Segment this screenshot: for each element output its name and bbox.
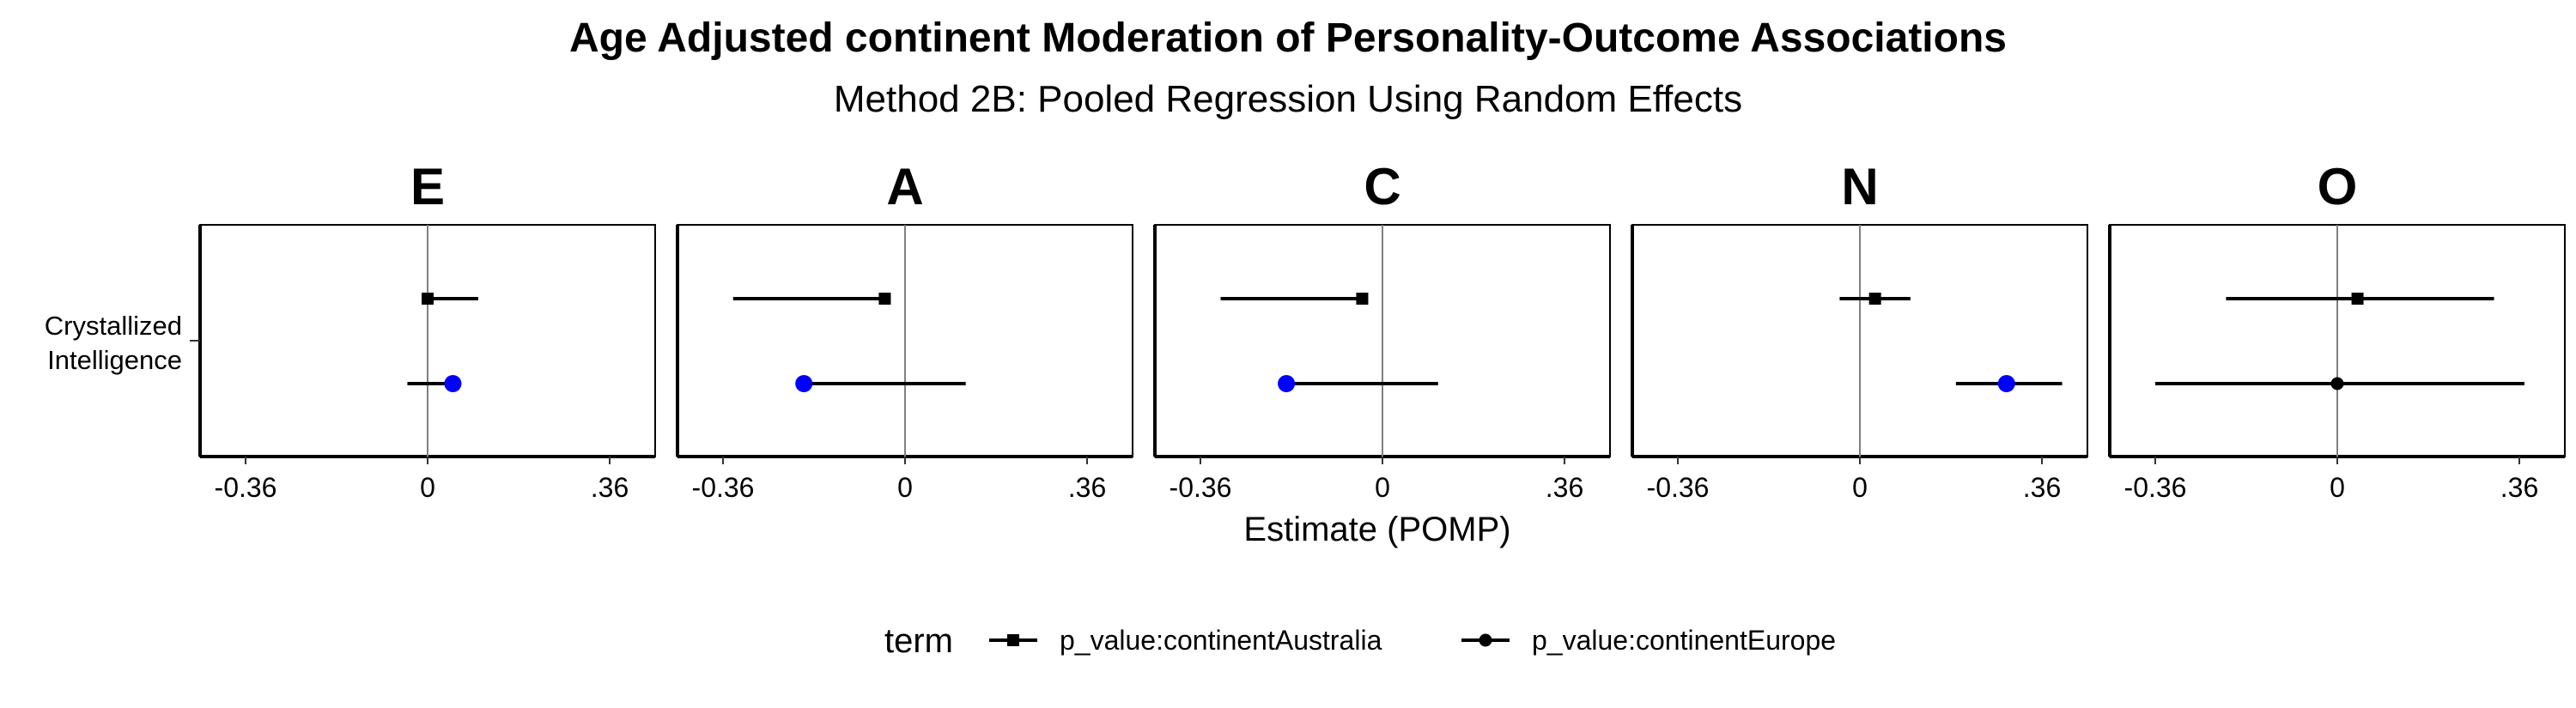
facet-panel-E: E -0.36 0 .36 bbox=[198, 158, 656, 503]
facet-panel-A: A -0.36 0 .36 bbox=[676, 158, 1133, 503]
legend-entry: p_value:continentAustralia bbox=[989, 625, 1382, 656]
facet-panel-O: O -0.36 0 .36 bbox=[2108, 158, 2566, 503]
facet-label-O: O bbox=[2318, 158, 2358, 215]
x-tick-label: 0 bbox=[1852, 472, 1868, 503]
x-tick-label: -0.36 bbox=[692, 472, 755, 503]
facet-label-E: E bbox=[410, 158, 445, 215]
legend-circle-marker bbox=[1479, 633, 1492, 647]
y-axis-labels: Crystallized Intelligence bbox=[45, 311, 200, 375]
x-axis-title: Estimate (POMP) bbox=[1243, 511, 1510, 548]
chart-title: Age Adjusted continent Moderation of Per… bbox=[569, 15, 2007, 61]
facet-panel-N: N -0.36 0 .36 bbox=[1631, 158, 2088, 503]
facet-label-N: N bbox=[1841, 158, 1878, 215]
x-tick-label: 0 bbox=[420, 472, 435, 503]
legend-label: p_value:continentEurope bbox=[1532, 625, 1836, 656]
x-tick-label: .36 bbox=[1546, 472, 1583, 503]
point-C-europe bbox=[1278, 375, 1296, 392]
legend-label: p_value:continentAustralia bbox=[1060, 625, 1382, 656]
facet-panels: E -0.36 0 .36 A -0.36 0 .36 C -0.36 0 .36 N -0.36 0 .36… bbox=[198, 158, 2566, 503]
point-O-europe bbox=[2330, 377, 2344, 390]
legend-square-marker bbox=[1007, 634, 1019, 646]
point-N-europe bbox=[1997, 375, 2015, 392]
x-tick-label: 0 bbox=[2330, 472, 2345, 503]
facet-label-C: C bbox=[1364, 158, 1400, 215]
x-tick-label: -0.36 bbox=[1170, 472, 1232, 503]
x-tick-label: .36 bbox=[2023, 472, 2061, 503]
x-tick-label: 0 bbox=[897, 472, 913, 503]
x-tick-label: -0.36 bbox=[215, 472, 277, 503]
y-category-label: Intelligence bbox=[47, 345, 182, 375]
point-C-australia bbox=[1356, 293, 1369, 305]
point-A-australia bbox=[878, 293, 891, 305]
x-tick-label: -0.36 bbox=[1647, 472, 1710, 503]
point-O-australia bbox=[2351, 293, 2364, 305]
x-tick-label: .36 bbox=[2500, 472, 2538, 503]
legend-title: term bbox=[884, 622, 953, 660]
x-tick-label: .36 bbox=[591, 472, 629, 503]
facet-label-A: A bbox=[886, 158, 923, 215]
point-E-europe bbox=[444, 375, 462, 392]
y-category-label: Crystallized bbox=[45, 311, 182, 341]
legend-entry: p_value:continentEurope bbox=[1461, 625, 1836, 656]
x-tick-label: -0.36 bbox=[2124, 472, 2187, 503]
x-tick-label: .36 bbox=[1068, 472, 1106, 503]
point-A-europe bbox=[795, 375, 813, 392]
point-E-australia bbox=[422, 293, 434, 305]
x-tick-label: 0 bbox=[1375, 472, 1390, 503]
point-N-australia bbox=[1868, 293, 1881, 305]
chart-subtitle: Method 2B: Pooled Regression Using Rando… bbox=[834, 78, 1742, 120]
legend: term p_value:continentAustralia p_value:co… bbox=[884, 622, 1836, 660]
facet-panel-C: C -0.36 0 .36 bbox=[1153, 158, 1611, 503]
